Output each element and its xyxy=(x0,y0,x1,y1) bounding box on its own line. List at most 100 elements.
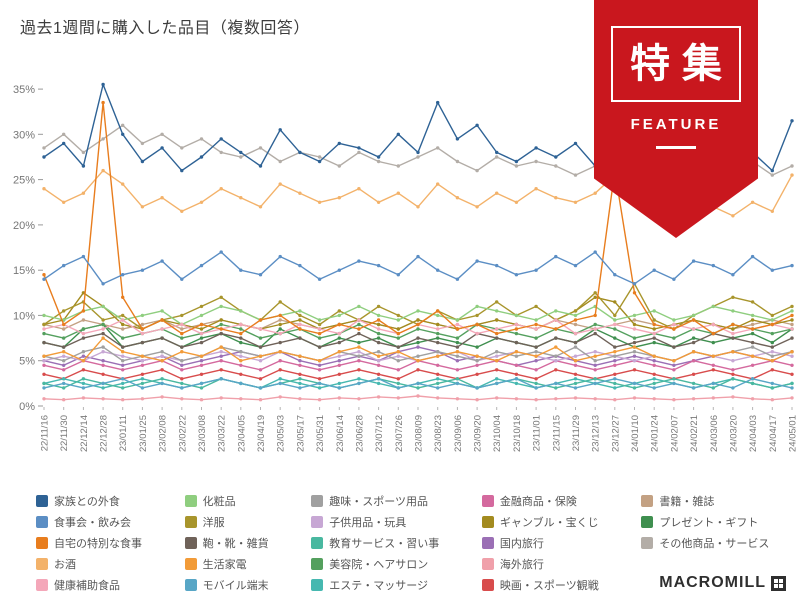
data-point xyxy=(593,350,597,354)
data-point xyxy=(711,354,715,358)
data-point xyxy=(81,191,86,195)
data-point xyxy=(455,359,460,363)
data-point xyxy=(416,327,420,331)
data-point xyxy=(495,309,499,313)
data-point xyxy=(495,368,499,372)
legend-label: エステ・マッサージ xyxy=(329,579,429,592)
data-point xyxy=(790,173,794,177)
legend-swatch-icon xyxy=(184,578,197,591)
data-point xyxy=(337,268,341,272)
data-point xyxy=(652,340,656,345)
data-point xyxy=(199,331,204,336)
data-point xyxy=(121,273,125,277)
data-point xyxy=(121,359,125,363)
data-point xyxy=(258,368,263,372)
data-point xyxy=(180,331,184,336)
data-point xyxy=(396,164,400,168)
x-tick-label: 24/03/20 xyxy=(728,415,739,452)
data-point xyxy=(160,132,164,136)
data-point xyxy=(160,395,164,399)
data-point xyxy=(199,137,204,141)
data-point xyxy=(317,331,322,336)
data-point xyxy=(455,327,460,331)
data-point xyxy=(337,359,341,363)
data-point xyxy=(317,363,322,367)
data-point xyxy=(750,300,755,304)
legend-item: 食事会・飲み会 xyxy=(36,512,161,531)
x-tick-label: 24/05/01 xyxy=(788,415,799,452)
x-tick-label: 23/09/06 xyxy=(453,415,464,452)
y-tick-label: 20% xyxy=(13,220,35,232)
legend-label: 美容院・ヘアサロン xyxy=(329,558,429,571)
data-point xyxy=(613,327,617,331)
data-point xyxy=(239,354,243,358)
data-point xyxy=(750,340,755,345)
data-point xyxy=(160,377,164,381)
data-point xyxy=(770,368,774,372)
data-point xyxy=(632,368,637,372)
data-point xyxy=(495,350,499,354)
data-point xyxy=(376,322,381,327)
data-point xyxy=(613,359,617,363)
data-point xyxy=(317,277,322,281)
data-point xyxy=(554,345,558,349)
data-point xyxy=(62,350,66,354)
legend-swatch-icon xyxy=(184,494,197,507)
data-point xyxy=(416,381,420,386)
legend-item: お酒 xyxy=(36,554,161,573)
data-point xyxy=(750,327,755,331)
data-point xyxy=(711,322,715,327)
legend-swatch-icon xyxy=(481,557,494,570)
data-point xyxy=(495,263,499,268)
data-point xyxy=(731,214,735,218)
data-point xyxy=(337,336,341,340)
data-point xyxy=(396,350,400,354)
data-point xyxy=(790,336,794,340)
data-point xyxy=(258,336,263,340)
data-point xyxy=(632,291,637,295)
data-point xyxy=(357,187,361,191)
data-point xyxy=(495,359,499,363)
data-point xyxy=(199,322,204,327)
data-point xyxy=(396,313,400,318)
data-point xyxy=(180,359,184,363)
data-point xyxy=(436,354,440,358)
data-point xyxy=(455,277,460,281)
data-point xyxy=(672,377,676,381)
x-tick-label: 23/04/19 xyxy=(256,415,267,452)
data-point xyxy=(160,196,164,200)
x-tick-label: 23/11/29 xyxy=(571,415,582,451)
data-point xyxy=(317,368,322,372)
data-point xyxy=(632,313,637,318)
data-point xyxy=(593,291,597,295)
x-tick-label: 22/11/16 xyxy=(40,415,51,451)
data-point xyxy=(317,345,322,349)
data-point xyxy=(140,363,145,367)
data-point xyxy=(790,327,794,331)
data-point xyxy=(337,396,341,400)
data-point xyxy=(790,381,794,386)
legend-item: 家族との外食 xyxy=(36,491,161,510)
data-point xyxy=(160,309,164,313)
y-tick-label: 15% xyxy=(13,265,35,277)
data-point xyxy=(357,318,361,322)
data-point xyxy=(357,345,361,349)
data-point xyxy=(455,318,460,322)
data-point xyxy=(396,345,400,349)
data-point xyxy=(475,398,479,402)
data-point xyxy=(514,363,519,367)
data-point xyxy=(199,327,204,331)
x-tick-label: 23/11/15 xyxy=(551,415,562,451)
data-point xyxy=(416,368,420,372)
data-point xyxy=(534,377,538,381)
data-point xyxy=(613,273,617,277)
data-point xyxy=(317,359,322,363)
legend-label: 金融商品・保険 xyxy=(499,495,577,508)
data-point xyxy=(160,336,164,340)
y-tick-label: 0% xyxy=(19,401,35,413)
data-point xyxy=(62,377,66,381)
data-point xyxy=(298,363,302,367)
data-point xyxy=(495,155,499,159)
x-tick-label: 24/04/17 xyxy=(768,415,779,452)
data-point xyxy=(573,340,578,345)
